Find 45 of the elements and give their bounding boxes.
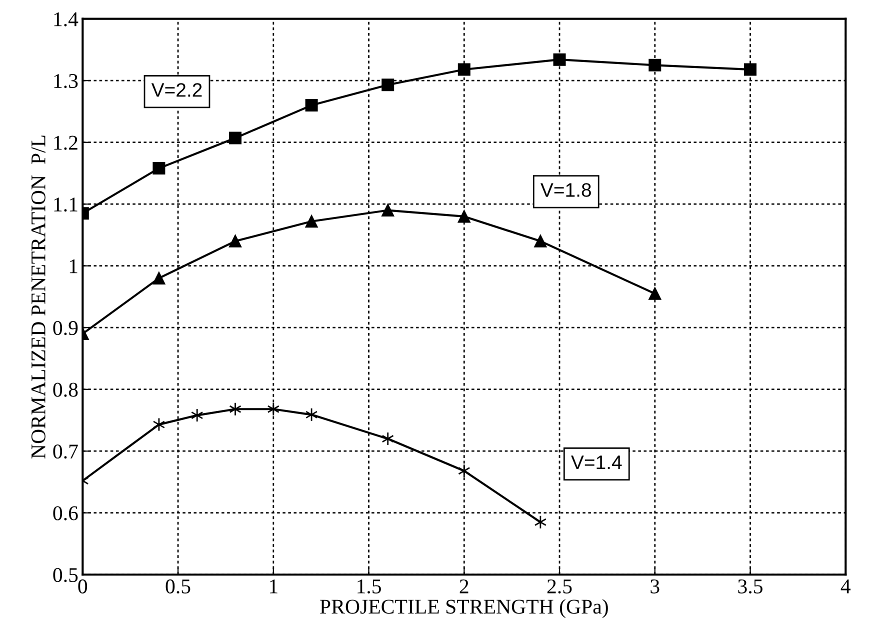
- point: [553, 53, 566, 66]
- point: [382, 78, 394, 92]
- y-tick-label: 0.9: [53, 320, 78, 336]
- point: [382, 432, 394, 446]
- y-tick-label: 0.7: [53, 444, 78, 459]
- point: [305, 215, 318, 228]
- point: [190, 408, 204, 422]
- point: [382, 204, 394, 217]
- y-axis-title: NORMALIZED PENETRATION P/L: [31, 136, 46, 458]
- x-tick-label: 3.5: [738, 579, 762, 594]
- point: [229, 132, 242, 144]
- point: [267, 402, 280, 416]
- y-tick-label: 1.2: [54, 136, 78, 150]
- x-tick-label: 4: [840, 580, 851, 594]
- x-tick-label: 0: [78, 579, 88, 594]
- point: [534, 234, 547, 248]
- x-tick-label: 1: [270, 579, 278, 594]
- y-tick-label: 1: [70, 259, 78, 274]
- point: [744, 63, 757, 76]
- y-tick-label: 0.6: [53, 506, 78, 520]
- text: V=1.4: [571, 456, 622, 470]
- x-tick-label: 0.5: [166, 579, 190, 594]
- x-tick-label: 2: [460, 579, 468, 594]
- y-tick-label: 0.5: [53, 568, 78, 582]
- y-tick-label: 0.8: [53, 382, 78, 397]
- point: [305, 99, 318, 112]
- text: V=2.2: [151, 83, 202, 97]
- point: [648, 58, 662, 72]
- y-tick-label: 1.4: [54, 12, 78, 26]
- point: [229, 402, 242, 416]
- point: [458, 63, 470, 76]
- point: [229, 234, 242, 248]
- point: [458, 210, 470, 223]
- y-tick-label: 1.3: [54, 74, 78, 88]
- x-tick-label: 3: [650, 579, 660, 594]
- x-tick-label: 1.5: [358, 579, 381, 594]
- point: [458, 464, 470, 478]
- x-axis-title: PROJECTILE STRENGTH (GPa): [320, 599, 608, 618]
- x-tick-label: 2.5: [547, 579, 572, 594]
- point: [152, 162, 166, 175]
- point: [152, 272, 166, 284]
- series-label: V=1.8: [540, 183, 591, 197]
- y-tick-label: 1.1: [54, 198, 78, 212]
- point: [648, 287, 662, 300]
- point: [534, 515, 547, 530]
